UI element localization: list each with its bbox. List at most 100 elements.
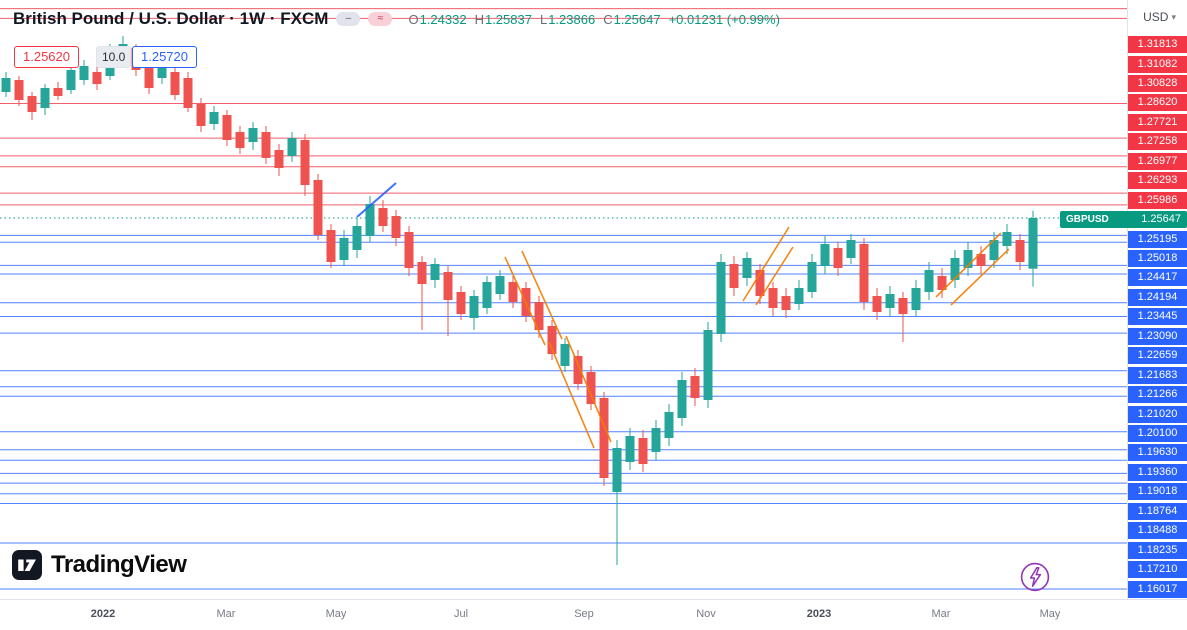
candle-body — [378, 208, 388, 226]
candle-body — [40, 88, 50, 108]
candle-body — [599, 398, 609, 478]
trendline-drawing[interactable] — [356, 182, 397, 218]
candle-body — [872, 296, 882, 312]
candle-body — [79, 66, 89, 80]
candle-body — [196, 104, 206, 126]
symbol-title[interactable]: British Pound / U.S. Dollar · 1W · FXCM — [13, 9, 329, 28]
candle-body — [287, 138, 297, 156]
price-change: +0.01231 (+0.99%) — [668, 11, 780, 27]
candle-body — [417, 262, 427, 284]
flash-boost-icon[interactable] — [1019, 561, 1051, 598]
candle-body — [1002, 232, 1012, 246]
channel-drawing[interactable] — [521, 250, 563, 340]
candle-body — [586, 372, 596, 404]
candle-body — [443, 272, 453, 300]
candle-body — [807, 262, 817, 292]
candle-body — [209, 112, 219, 124]
candle-body — [404, 232, 414, 268]
candle-body — [157, 60, 167, 78]
price-level-label: 1.22659 — [1128, 347, 1187, 365]
currency-selector[interactable]: USD ▾ — [1143, 10, 1176, 24]
blue-price-tag[interactable]: 1.25720 — [132, 46, 197, 68]
candle-body — [651, 428, 661, 452]
candle-body — [846, 240, 856, 258]
tradingview-logo-icon — [12, 550, 42, 580]
ohlc-readout: O1.24332 H1.25837 L1.23866 C1.25647 +0.0… — [408, 12, 779, 27]
candle-body — [326, 230, 336, 262]
red-price-tag[interactable]: 1.25620 — [14, 46, 79, 68]
time-axis-label: May — [325, 608, 347, 620]
price-level-label: 1.21683 — [1128, 366, 1187, 384]
channel-drawing[interactable] — [950, 248, 1010, 306]
price-level-label: 1.18764 — [1128, 502, 1187, 520]
candle-body — [313, 180, 323, 235]
candle-body — [768, 288, 778, 308]
ohlc-low: L1.23866 — [539, 11, 596, 27]
price-level-label: 1.30828 — [1128, 74, 1187, 92]
current-symbol-label: GBPUSD — [1066, 214, 1109, 225]
price-level-label: 1.20100 — [1128, 425, 1187, 442]
price-level-label: 1.21020 — [1128, 405, 1187, 423]
current-price-label: GBPUSD 1.25647 — [1060, 211, 1187, 228]
tradingview-logo[interactable]: TradingView — [12, 550, 187, 580]
price-level-label: 1.18488 — [1128, 522, 1187, 540]
chevron-down-icon: ▾ — [1171, 11, 1176, 22]
candle-body — [456, 292, 466, 314]
chart-canvas[interactable] — [0, 0, 1128, 600]
candle-body — [1, 78, 11, 92]
price-level-label: 1.27258 — [1128, 133, 1187, 151]
candle-body — [950, 258, 960, 280]
price-level-label: 1.24194 — [1128, 288, 1187, 306]
ohlc-high: H1.25837 — [474, 11, 532, 27]
channel-drawing[interactable] — [935, 232, 1002, 298]
candle-body — [729, 264, 739, 288]
candle-body — [53, 88, 63, 96]
candle-body — [898, 298, 908, 314]
channel-drawing[interactable] — [548, 341, 595, 449]
price-axis[interactable]: 1.31813 1.31082 1.30828 1.28620 1.27721 1.272… — [1060, 0, 1187, 600]
gray-value-tag[interactable]: 10.0 — [96, 46, 132, 68]
candle-body — [573, 356, 583, 384]
price-level-label: 1.24417 — [1128, 269, 1187, 287]
tradingview-logo-text: TradingView — [51, 551, 187, 578]
candle-body — [703, 330, 713, 400]
candle-body — [235, 132, 245, 148]
price-level-label: 1.25018 — [1128, 249, 1187, 267]
channel-drawing[interactable] — [742, 226, 790, 302]
candle-body — [742, 258, 752, 278]
price-level-label: 1.19360 — [1128, 463, 1187, 481]
candle-body — [859, 244, 869, 302]
candle-body — [222, 115, 232, 140]
time-axis[interactable]: 2022 Mar May Jul Sep Nov 2023 Mar May — [0, 599, 1187, 630]
candle-body — [66, 70, 76, 90]
currency-label: USD — [1143, 10, 1169, 24]
current-price-value: 1.25647 — [1141, 213, 1181, 225]
price-level-label: 1.16017 — [1128, 580, 1187, 598]
channel-drawing[interactable] — [755, 246, 794, 306]
price-level-label: 1.17210 — [1128, 561, 1187, 579]
ohlc-open: O1.24332 — [408, 11, 467, 27]
wave-pill-icon[interactable]: ≈ — [368, 12, 393, 26]
channel-drawing[interactable] — [504, 256, 546, 346]
candle-body — [14, 80, 24, 100]
candle-body — [885, 294, 895, 308]
candle-body — [963, 250, 973, 268]
candle-body — [27, 96, 37, 112]
channel-drawing[interactable] — [565, 335, 612, 443]
price-level-label: 1.27721 — [1128, 113, 1187, 131]
candle-body — [300, 140, 310, 185]
candle-body — [690, 376, 700, 398]
price-level-label: 1.25986 — [1128, 191, 1187, 209]
price-level-label: 1.18235 — [1128, 541, 1187, 559]
minus-pill-icon[interactable]: – — [336, 12, 361, 26]
candle-body — [534, 302, 544, 330]
candle-body — [365, 204, 375, 236]
time-axis-label: Sep — [574, 608, 594, 620]
candle-body — [144, 66, 154, 88]
candle-body — [339, 238, 349, 260]
chart-legend: British Pound / U.S. Dollar · 1W · FXCM … — [13, 9, 780, 29]
candle-body — [625, 436, 635, 462]
price-level-label: 1.26293 — [1128, 172, 1187, 190]
candle-body — [612, 448, 622, 492]
